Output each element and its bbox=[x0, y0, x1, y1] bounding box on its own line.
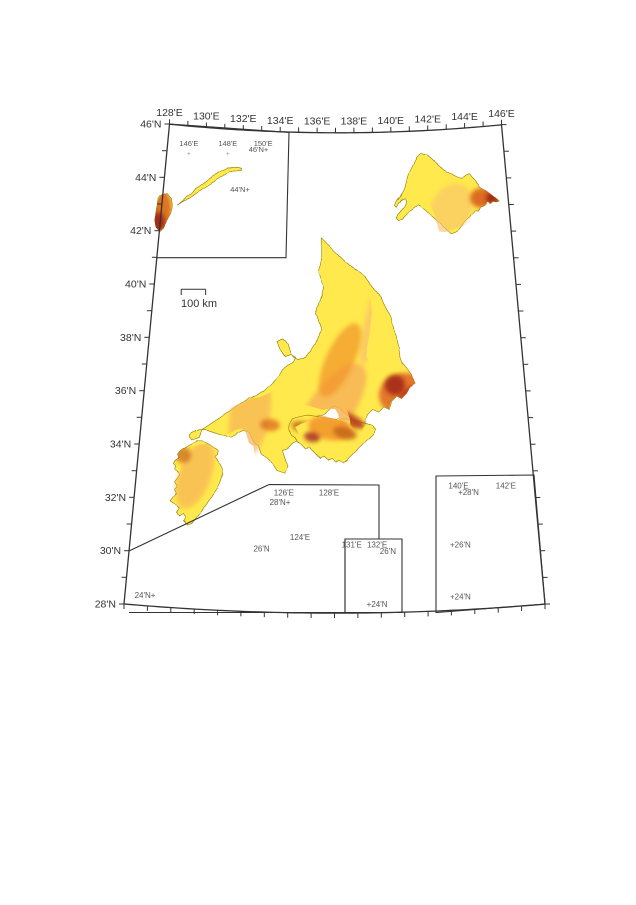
svg-text:148'E: 148'E bbox=[218, 139, 237, 148]
svg-text:24'N+: 24'N+ bbox=[135, 591, 156, 600]
svg-text:42'N: 42'N bbox=[130, 225, 151, 237]
svg-text:+24'N: +24'N bbox=[367, 600, 388, 609]
svg-text:128'E: 128'E bbox=[319, 489, 339, 498]
svg-text:28'N+: 28'N+ bbox=[270, 498, 291, 507]
svg-text:100 km: 100 km bbox=[181, 298, 217, 310]
svg-text:124'E: 124'E bbox=[290, 533, 310, 542]
svg-text:128'E: 128'E bbox=[156, 107, 183, 119]
svg-text:144'E: 144'E bbox=[451, 111, 478, 123]
svg-text:134'E: 134'E bbox=[267, 115, 294, 127]
svg-text:+24'N: +24'N bbox=[450, 593, 471, 602]
svg-text:38'N: 38'N bbox=[120, 332, 141, 344]
svg-text:126'E: 126'E bbox=[274, 489, 294, 498]
svg-text:138'E: 138'E bbox=[341, 116, 368, 128]
svg-text:34'N: 34'N bbox=[110, 439, 131, 451]
svg-text:26'N: 26'N bbox=[253, 544, 269, 553]
svg-text:40'N: 40'N bbox=[125, 279, 146, 291]
svg-text:131'E: 131'E bbox=[342, 541, 362, 550]
svg-text:+: + bbox=[226, 151, 230, 158]
svg-text:30'N: 30'N bbox=[100, 545, 121, 557]
svg-text:+28'N: +28'N bbox=[458, 488, 479, 497]
svg-text:46'N+: 46'N+ bbox=[249, 145, 269, 154]
svg-text:28'N: 28'N bbox=[95, 599, 116, 611]
svg-text:32'N: 32'N bbox=[105, 492, 126, 504]
svg-text:132'E: 132'E bbox=[230, 113, 257, 125]
svg-text:142'E: 142'E bbox=[496, 481, 516, 490]
svg-text:130'E: 130'E bbox=[193, 111, 220, 123]
svg-text:140'E: 140'E bbox=[378, 115, 405, 127]
svg-text:136'E: 136'E bbox=[304, 116, 331, 128]
svg-text:36'N: 36'N bbox=[115, 385, 136, 397]
svg-text:+: + bbox=[187, 151, 191, 158]
svg-text:+26'N: +26'N bbox=[450, 541, 471, 550]
svg-text:44'N: 44'N bbox=[135, 172, 156, 184]
svg-text:142'E: 142'E bbox=[414, 113, 441, 125]
svg-text:44'N+: 44'N+ bbox=[230, 185, 250, 194]
svg-text:146'E: 146'E bbox=[179, 139, 198, 148]
svg-text:146'E: 146'E bbox=[488, 108, 515, 120]
svg-text:26'N: 26'N bbox=[380, 547, 396, 556]
svg-text:46'N: 46'N bbox=[140, 119, 161, 131]
